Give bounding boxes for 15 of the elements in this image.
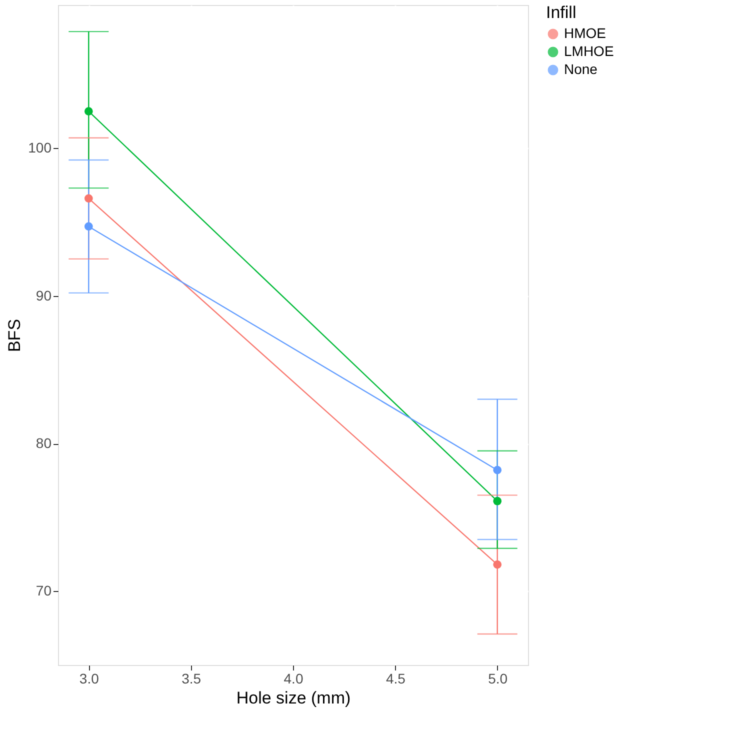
y-axis-title: BFS [5, 318, 24, 352]
x-axis-title: Hole size (mm) [236, 688, 351, 708]
x-tick-label: 4.5 [386, 670, 406, 686]
legend-label: LMHOE [564, 43, 614, 59]
x-tick-label: 3.5 [182, 670, 202, 686]
x-tick-label: 3.0 [79, 670, 100, 686]
x-tick-label: 5.0 [488, 670, 508, 686]
legend-label: HMOE [564, 25, 606, 41]
y-tick-label: 90 [36, 287, 52, 304]
y-tick-label: 80 [36, 435, 52, 452]
y-tick-label: 100 [28, 140, 52, 156]
x-tick-label: 4.0 [284, 670, 304, 686]
legend-label: None [564, 61, 598, 77]
legend-title: Infill [546, 3, 576, 22]
y-tick-label: 70 [36, 582, 52, 599]
